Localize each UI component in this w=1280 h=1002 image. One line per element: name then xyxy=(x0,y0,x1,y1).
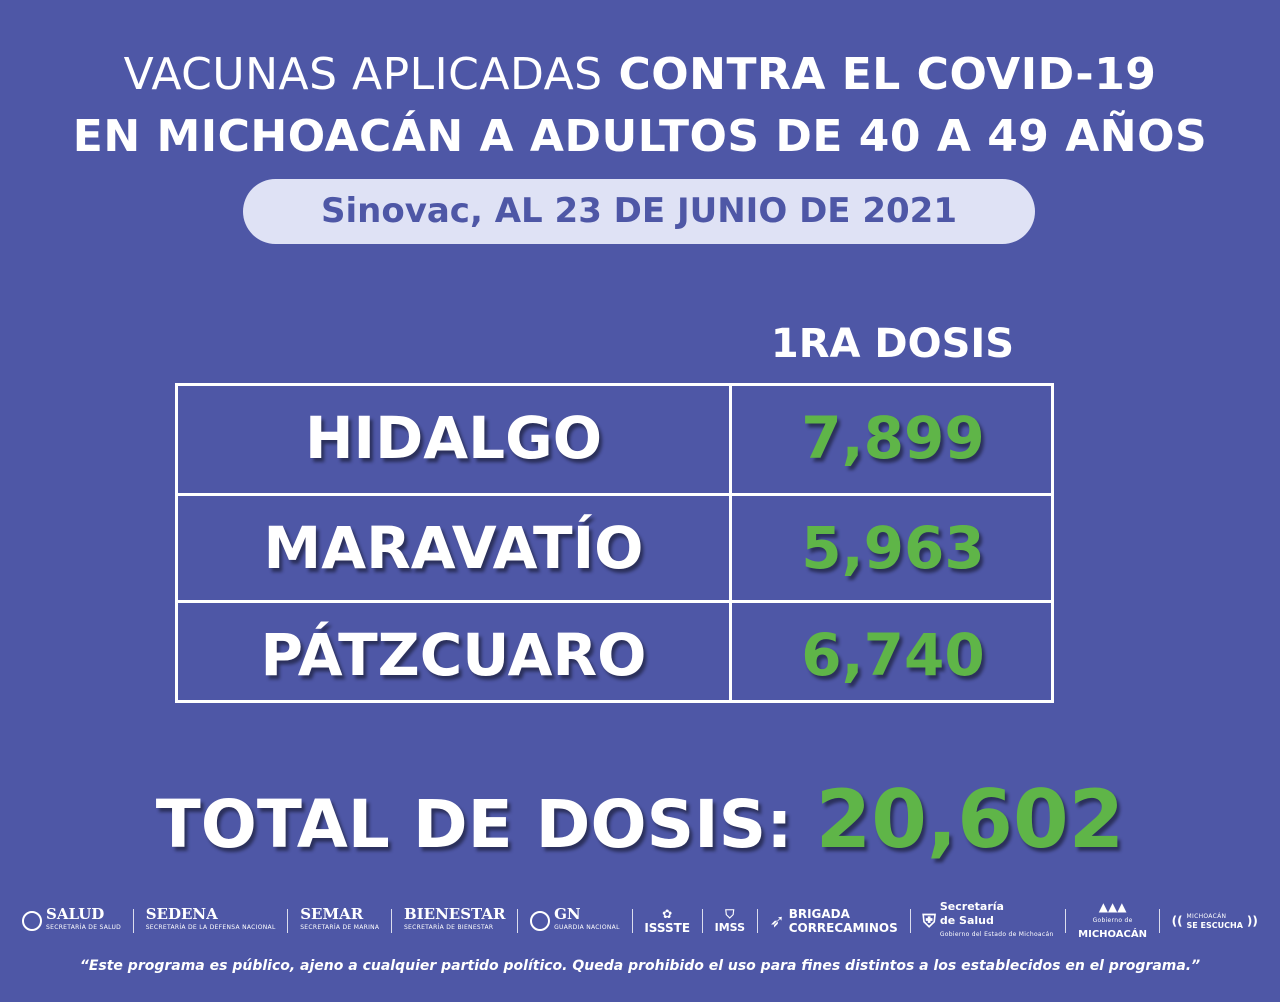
mexico-seal-icon xyxy=(22,911,42,931)
brigada-correcaminos-logo: ➶ BRIGADA CORRECAMINOS xyxy=(769,907,898,935)
imss-logo: ⛉ IMSS xyxy=(714,907,745,934)
municipality-name: MARAVATÍO xyxy=(263,514,644,582)
table-row: MARAVATÍO 5,963 xyxy=(178,493,1051,603)
issste-logo: ✿ ISSSTE xyxy=(644,907,691,935)
roadrunner-icon: ➶ xyxy=(769,910,785,932)
semar-logo: SEMAR SECRETARÍA DE MARINA xyxy=(300,905,380,932)
gn-logo: GN GUARDIA NACIONAL xyxy=(530,907,620,935)
sound-waves-icon: )) xyxy=(1246,914,1258,928)
michoacan-se-escucha-logo: (( MICHOACÁN SE ESCUCHA )) xyxy=(1171,913,1258,930)
logo-divider xyxy=(756,909,758,933)
doses-table: HIDALGO 7,899 MARAVATÍO 5,963 PÁTZCUARO … xyxy=(175,383,1054,703)
logo-divider xyxy=(1158,909,1160,933)
logo-divider xyxy=(1065,909,1067,933)
title-line2: EN MICHOACÁN A ADULTOS DE 40 A 49 AÑOS xyxy=(72,111,1208,162)
table-row: PÁTZCUARO 6,740 xyxy=(178,600,1051,710)
municipality-name: PÁTZCUARO xyxy=(260,621,647,689)
imss-eagle-icon: ⛉ xyxy=(725,907,735,921)
logo-divider xyxy=(132,909,134,933)
total-doses: TOTAL DE DOSIS: 20,602 xyxy=(0,775,1280,870)
logo-divider xyxy=(391,909,393,933)
monarch-butterfly-icon: ▲▲▲ xyxy=(1098,900,1127,914)
issste-emblem-icon: ✿ xyxy=(662,907,673,921)
dose-count: 7,899 xyxy=(801,404,985,472)
legal-disclaimer: “Este programa es público, ajeno a cualq… xyxy=(79,958,1201,974)
title-line1-light: VACUNAS APLICADAS xyxy=(123,49,603,100)
total-label: TOTAL DE DOSIS: xyxy=(155,786,793,863)
page-title: VACUNAS APLICADAS CONTRA EL COVID-19 EN … xyxy=(0,44,1280,168)
sound-waves-icon: (( xyxy=(1171,914,1183,928)
sponsor-logos: SALUD SECRETARÍA DE SALUD SEDENA SECRETA… xyxy=(22,898,1258,944)
gobierno-michoacan-logo: ▲▲▲ Gobierno de MICHOACÁN xyxy=(1078,900,1147,940)
table-row: HIDALGO 7,899 xyxy=(178,386,1051,493)
logo-divider xyxy=(287,909,289,933)
total-value: 20,602 xyxy=(815,773,1125,866)
bienestar-logo: BIENESTAR SECRETARÍA DE BIENESTAR xyxy=(403,905,506,932)
municipality-name: HIDALGO xyxy=(304,404,603,472)
logo-divider xyxy=(701,909,703,933)
table-divider xyxy=(729,386,732,700)
sedena-logo: SEDENA SECRETARÍA DE LA DEFENSA NACIONAL xyxy=(145,905,276,932)
michoacan-shield-icon: ⛨ xyxy=(922,910,936,932)
gn-seal-icon xyxy=(530,911,551,931)
logo-divider xyxy=(631,909,633,933)
column-header: 1RA DOSIS xyxy=(770,321,1015,367)
title-line1-bold: CONTRA EL COVID-19 xyxy=(618,49,1157,100)
salud-logo: SALUD SECRETARÍA DE SALUD xyxy=(22,907,121,935)
logo-divider xyxy=(909,909,911,933)
dose-count: 6,740 xyxy=(801,621,985,689)
dose-count: 5,963 xyxy=(801,514,985,582)
logo-divider xyxy=(517,909,519,933)
date-badge: Sinovac, AL 23 DE JUNIO DE 2021 xyxy=(243,179,1035,244)
secretaria-salud-michoacan-logo: ⛨ Secretaría de Salud Gobierno del Estad… xyxy=(922,900,1054,938)
